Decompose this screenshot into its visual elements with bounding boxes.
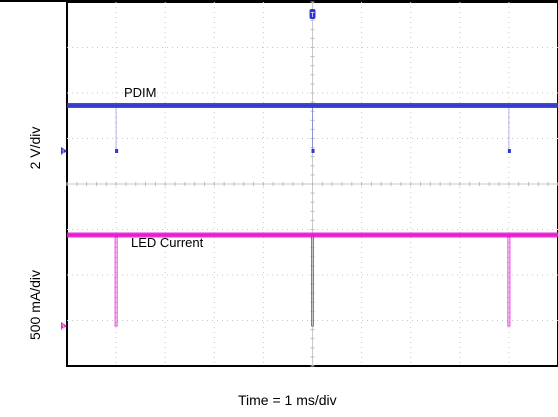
y-axis-label-current: 500 mA/div (27, 269, 43, 341)
ch1-ground-marker-label: 3 (61, 325, 65, 331)
ch1-edge (507, 235, 511, 327)
ch1-label: LED Current (131, 235, 204, 250)
graticule (66, 1, 558, 367)
channel-markers: 1 3 T (61, 9, 316, 331)
ch0-ground-marker-label: 1 (61, 150, 65, 156)
trigger-marker (309, 9, 316, 19)
trigger-marker-label: T (310, 12, 315, 19)
x-axis-label: Time = 1 ms/div (238, 392, 337, 408)
y-axis-label-voltage: 2 V/div (27, 126, 43, 170)
ch1-edge (114, 235, 118, 327)
ch0-label: PDIM (124, 85, 157, 100)
ch0-edge-dot (507, 149, 511, 153)
ch1-ground-marker (61, 322, 67, 330)
ch0-edge-dot (115, 149, 119, 153)
ch0-ground-marker (61, 147, 67, 155)
ch0-edge-dot (311, 149, 315, 153)
trace-labels: PDIM LED Current (124, 85, 204, 250)
ch1-edge (311, 235, 314, 327)
traces (67, 103, 558, 327)
